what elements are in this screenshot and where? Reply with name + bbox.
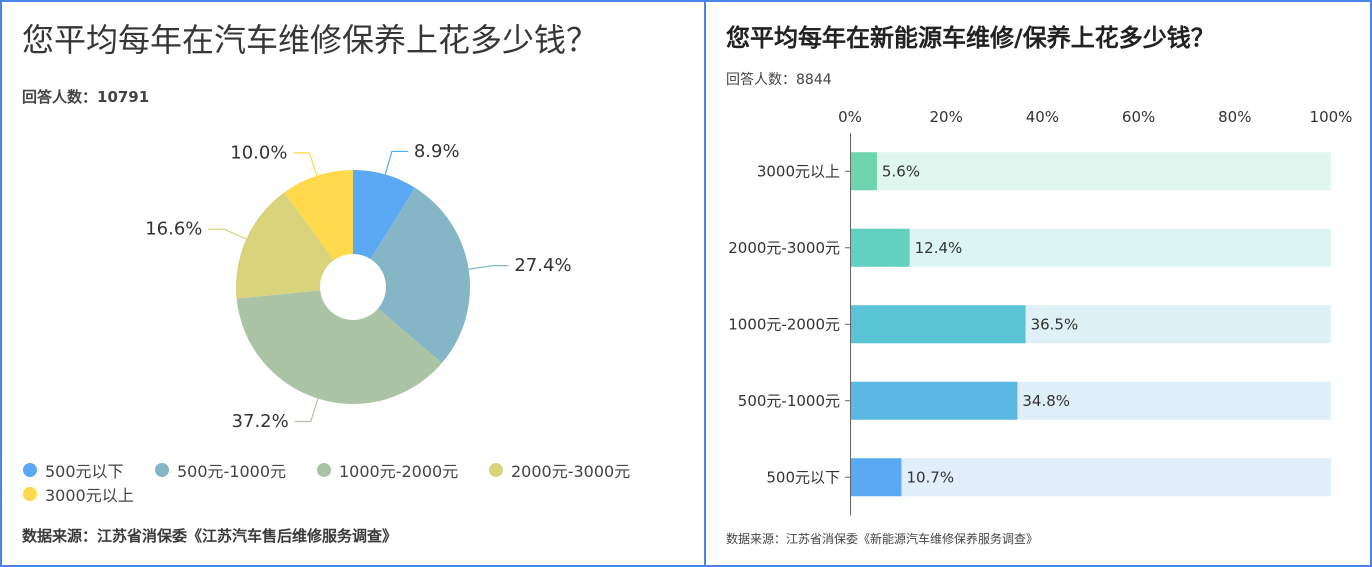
legend-item-4: 2000元-3000元 [489,460,631,481]
x-tick-label-40: 40% [1026,108,1059,126]
bar-data-source: 数据来源：江苏省消保委《新能源汽车维修保养服务调查》 [726,532,1039,546]
x-tick-label-80: 80% [1218,108,1251,126]
donut-value-label-2: 27.4% [514,255,571,276]
x-tick-label-20: 20% [930,108,963,126]
y-category-label-2: 2000元-3000元 [728,239,840,257]
bar-value-label-1: 5.6% [882,162,920,180]
bar-3 [850,305,1026,344]
legend-item-1: 500元以下 [23,460,124,481]
donut-chart: 8.9% 27.4% 37.2% 16.6% 10.0% [145,141,571,432]
bar-2 [850,228,910,267]
legend-swatch-1 [23,463,37,477]
donut-slice-4 [235,192,334,299]
x-tick-label-60: 60% [1122,108,1155,126]
panel-divider [704,0,706,567]
horizontal-bar-chart: 0% 20% 40% 60% 80% 100% 3000元以上 5.6% 2000元-3000元… [728,108,1352,516]
legend-item-3: 1000元-2000元 [317,460,459,481]
legend-swatch-4 [489,463,503,477]
ev-maintenance-bar-panel: 0% 20% 40% 60% 80% 100% 3000元以上 5.6% 2000元-3000元… [706,0,1372,567]
bar-value-label-2: 12.4% [915,239,963,257]
y-category-label-3: 1000元-2000元 [728,315,840,333]
legend-item-5: 3000元以上 [23,484,134,505]
bar-track-1 [850,152,1331,191]
donut-slice-3 [236,290,442,404]
legend-label-2: 500元-1000元 [177,462,287,481]
bar-4 [850,381,1018,420]
bar-value-label-4: 34.8% [1022,392,1070,410]
car-maintenance-pie-panel: 8.9% 27.4% 37.2% 16.6% 10.0% 您平均每年在汽车维修保养上花多… [22,21,631,545]
donut-value-label-4: 16.6% [145,219,202,240]
bar-track-5 [850,458,1331,497]
donut-chart-marks: 8.9% 27.4% 37.2% 16.6% 10.0% [145,141,571,432]
bar-respondents-count: 回答人数：8844 [726,72,832,88]
legend-label-4: 2000元-3000元 [511,462,631,481]
donut-slice-1 [353,170,416,260]
donut-leader-line-1 [384,150,408,175]
bar-chart-marks: 0% 20% 40% 60% 80% 100% 3000元以上 5.6% 2000元-3000元… [728,108,1352,516]
bar-5 [850,458,902,497]
donut-leader-line-4 [208,228,247,240]
y-category-label-4: 500元-1000元 [738,392,840,410]
bar-chart-title: 您平均每年在新能源车维修/保养上花多少钱？ [726,24,1215,52]
legend-item-2: 500元-1000元 [155,460,287,481]
legend-swatch-5 [23,487,37,501]
bar-value-label-5: 10.7% [906,468,954,486]
legend-label-5: 3000元以上 [45,486,134,505]
legend-swatch-3 [317,463,331,477]
donut-leader-line-3 [294,398,319,423]
donut-value-label-3: 37.2% [232,411,289,432]
x-tick-label-100: 100% [1310,108,1353,126]
pie-data-source: 数据来源：江苏省消保委《江苏汽车售后维修服务调查》 [22,527,398,545]
donut-slice-5 [284,170,353,261]
bar-track-2 [850,228,1331,267]
bar-1 [850,152,877,191]
pie-chart-title: 您平均每年在汽车维修保养上花多少钱？ [22,21,599,59]
legend-label-3: 1000元-2000元 [339,462,459,481]
x-tick-label-0: 0% [838,108,862,126]
donut-value-label-1: 8.9% [414,141,460,162]
legend-swatch-2 [155,463,169,477]
donut-leader-line-2 [468,265,509,270]
y-category-label-5: 500元以下 [766,468,840,486]
bar-value-label-3: 36.5% [1031,315,1079,333]
donut-slice-2 [370,187,470,364]
donut-value-label-5: 10.0% [230,142,287,163]
y-category-label-1: 3000元以上 [757,162,840,180]
pie-respondents-count: 回答人数：10791 [22,88,150,106]
legend-label-1: 500元以下 [45,462,124,481]
donut-leader-line-5 [293,152,318,176]
